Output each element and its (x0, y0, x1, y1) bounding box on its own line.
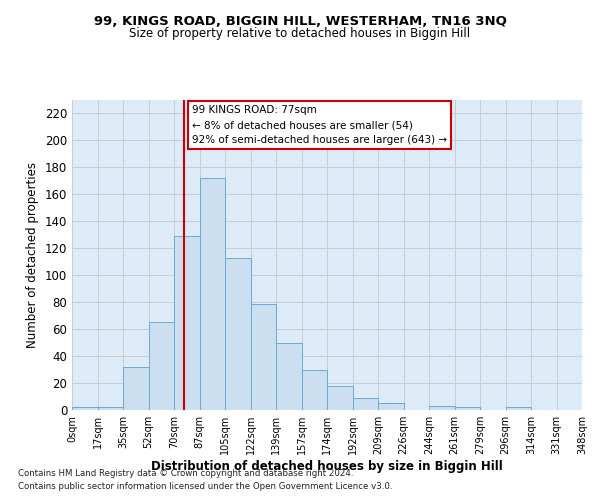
Bar (327, 386, 353, 410)
Bar (505, 408, 531, 410)
Bar (276, 342, 302, 410)
X-axis label: Distribution of detached houses by size in Biggin Hill: Distribution of detached houses by size … (151, 460, 503, 473)
Bar (225, 258, 251, 410)
Text: Size of property relative to detached houses in Biggin Hill: Size of property relative to detached ho… (130, 28, 470, 40)
Bar (429, 406, 455, 410)
Bar (302, 370, 327, 410)
Bar (353, 398, 378, 410)
Text: Contains public sector information licensed under the Open Government Licence v3: Contains public sector information licen… (18, 482, 392, 491)
Bar (123, 367, 149, 410)
Text: 99 KINGS ROAD: 77sqm
← 8% of detached houses are smaller (54)
92% of semi-detach: 99 KINGS ROAD: 77sqm ← 8% of detached ho… (192, 106, 447, 145)
Bar (378, 404, 404, 410)
Text: Contains HM Land Registry data © Crown copyright and database right 2024.: Contains HM Land Registry data © Crown c… (18, 468, 353, 477)
Bar (97, 408, 123, 410)
Bar (455, 408, 480, 410)
Bar (149, 322, 174, 410)
Text: 99, KINGS ROAD, BIGGIN HILL, WESTERHAM, TN16 3NQ: 99, KINGS ROAD, BIGGIN HILL, WESTERHAM, … (94, 15, 506, 28)
Bar (199, 178, 225, 410)
Bar (72, 408, 97, 410)
Bar (251, 304, 276, 410)
Y-axis label: Number of detached properties: Number of detached properties (26, 162, 39, 348)
Bar (174, 236, 199, 410)
